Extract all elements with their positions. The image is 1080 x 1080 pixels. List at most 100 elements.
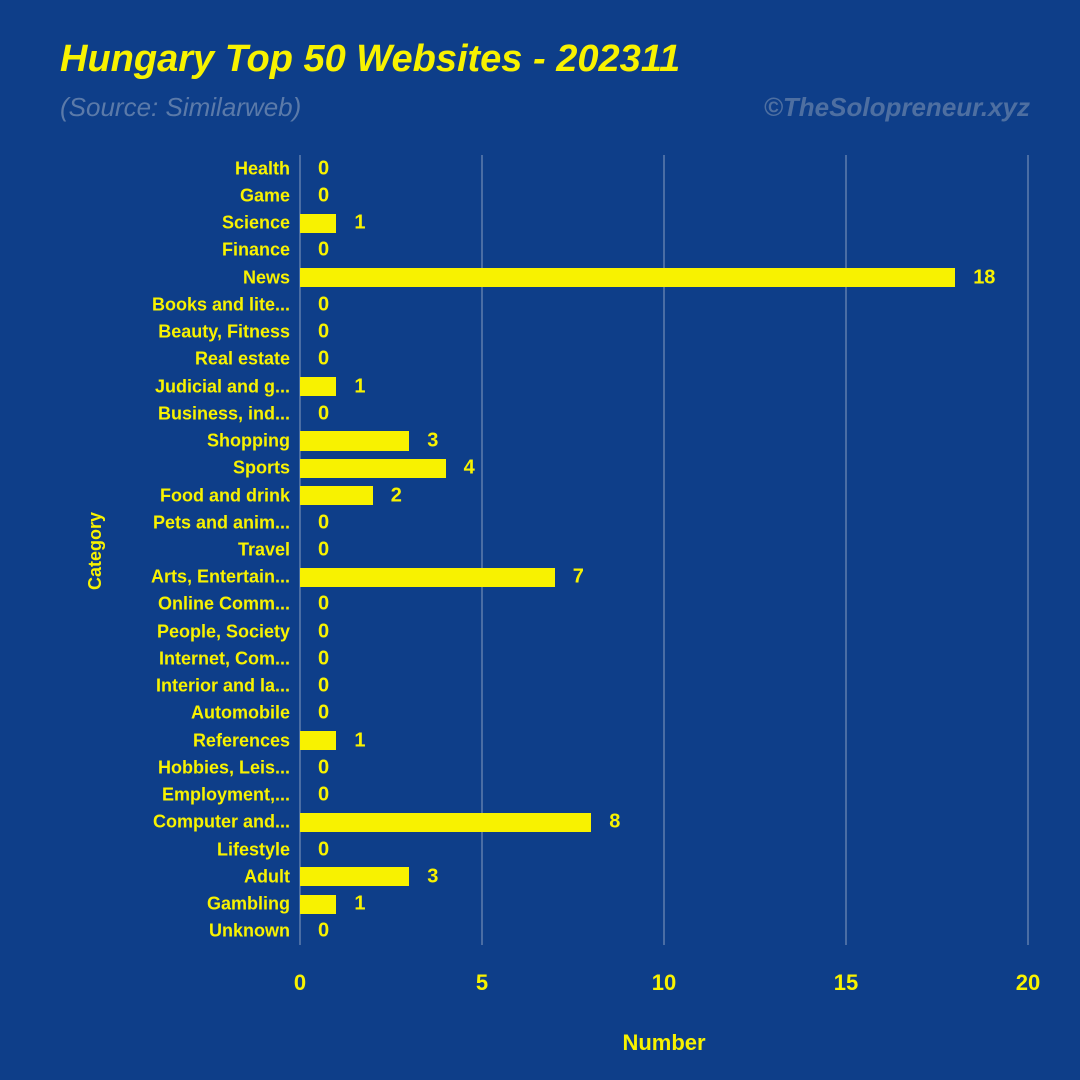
- x-tick-label: 10: [652, 970, 676, 996]
- category-row: Lifestyle0: [300, 836, 1028, 863]
- category-row: Arts, Entertain...7: [300, 564, 1028, 591]
- category-row: Finance0: [300, 237, 1028, 264]
- category-label: Business, ind...: [158, 403, 300, 424]
- category-label: Health: [235, 158, 300, 179]
- value-label: 0: [318, 675, 329, 698]
- category-row: Online Comm...0: [300, 591, 1028, 618]
- category-row: Beauty, Fitness0: [300, 318, 1028, 345]
- category-row: Travel0: [300, 536, 1028, 563]
- bar: [300, 377, 336, 396]
- value-label: 0: [318, 647, 329, 670]
- bar: [300, 268, 955, 287]
- bar: [300, 731, 336, 750]
- category-label: Books and lite...: [152, 294, 300, 315]
- category-row: Food and drink2: [300, 482, 1028, 509]
- category-label: Pets and anim...: [153, 512, 300, 533]
- y-axis-label: Category: [85, 512, 106, 590]
- category-label: Real estate: [195, 349, 300, 370]
- category-row: Shopping3: [300, 427, 1028, 454]
- value-label: 8: [609, 811, 620, 834]
- category-label: Finance: [222, 240, 300, 261]
- value-label: 3: [427, 865, 438, 888]
- value-label: 0: [318, 593, 329, 616]
- category-row: Automobile0: [300, 700, 1028, 727]
- category-row: Interior and la...0: [300, 673, 1028, 700]
- value-label: 0: [318, 348, 329, 371]
- category-row: Pets and anim...0: [300, 509, 1028, 536]
- value-label: 7: [573, 566, 584, 589]
- category-label: Travel: [238, 539, 300, 560]
- category-label: Unknown: [209, 921, 300, 942]
- category-row: Internet, Com...0: [300, 645, 1028, 672]
- x-tick-label: 5: [476, 970, 488, 996]
- category-label: Sports: [233, 458, 300, 479]
- x-tick-label: 15: [834, 970, 858, 996]
- plot-area: 05101520Health0Game0Science1Finance0News…: [300, 155, 1028, 945]
- x-tick-label: 0: [294, 970, 306, 996]
- value-label: 0: [318, 184, 329, 207]
- category-label: References: [193, 730, 300, 751]
- category-label: Hobbies, Leis...: [158, 757, 300, 778]
- category-row: Adult3: [300, 863, 1028, 890]
- chart-credit: ©TheSolopreneur.xyz: [764, 92, 1030, 123]
- category-row: Computer and...8: [300, 809, 1028, 836]
- bar: [300, 459, 446, 478]
- value-label: 2: [391, 484, 402, 507]
- value-label: 1: [354, 729, 365, 752]
- category-label: Internet, Com...: [159, 648, 300, 669]
- x-axis-label: Number: [622, 1030, 705, 1056]
- category-row: Gambling1: [300, 891, 1028, 918]
- chart-title: Hungary Top 50 Websites - 202311: [60, 38, 680, 81]
- value-label: 0: [318, 920, 329, 943]
- value-label: 0: [318, 511, 329, 534]
- bar: [300, 214, 336, 233]
- category-label: Adult: [244, 866, 300, 887]
- category-label: Gambling: [207, 894, 300, 915]
- bar: [300, 813, 591, 832]
- bar: [300, 867, 409, 886]
- category-row: News18: [300, 264, 1028, 291]
- category-row: Judicial and g...1: [300, 373, 1028, 400]
- category-label: Arts, Entertain...: [151, 567, 300, 588]
- chart-page: Hungary Top 50 Websites - 202311 (Source…: [0, 0, 1080, 1080]
- bar: [300, 895, 336, 914]
- x-tick-label: 20: [1016, 970, 1040, 996]
- category-label: Shopping: [207, 431, 300, 452]
- category-row: Books and lite...0: [300, 291, 1028, 318]
- category-label: Beauty, Fitness: [158, 322, 300, 343]
- category-label: Science: [222, 213, 300, 234]
- chart-subtitle: (Source: Similarweb): [60, 92, 301, 123]
- value-label: 0: [318, 538, 329, 561]
- value-label: 0: [318, 402, 329, 425]
- value-label: 0: [318, 784, 329, 807]
- category-row: People, Society0: [300, 618, 1028, 645]
- value-label: 1: [354, 212, 365, 235]
- category-label: Automobile: [191, 703, 300, 724]
- category-row: Unknown0: [300, 918, 1028, 945]
- bar: [300, 431, 409, 450]
- category-row: Sports4: [300, 455, 1028, 482]
- value-label: 0: [318, 702, 329, 725]
- value-label: 0: [318, 321, 329, 344]
- value-label: 0: [318, 157, 329, 180]
- category-label: Computer and...: [153, 812, 300, 833]
- category-row: Hobbies, Leis...0: [300, 754, 1028, 781]
- category-row: Real estate0: [300, 346, 1028, 373]
- category-label: Food and drink: [160, 485, 300, 506]
- value-label: 0: [318, 756, 329, 779]
- category-label: News: [243, 267, 300, 288]
- category-label: Online Comm...: [158, 594, 300, 615]
- category-row: References1: [300, 727, 1028, 754]
- bar: [300, 486, 373, 505]
- category-label: Game: [240, 185, 300, 206]
- value-label: 0: [318, 239, 329, 262]
- value-label: 4: [464, 457, 475, 480]
- category-row: Game0: [300, 182, 1028, 209]
- bar: [300, 568, 555, 587]
- category-label: People, Society: [157, 621, 300, 642]
- value-label: 1: [354, 375, 365, 398]
- value-label: 0: [318, 293, 329, 316]
- value-label: 1: [354, 893, 365, 916]
- value-label: 0: [318, 620, 329, 643]
- category-row: Employment,...0: [300, 782, 1028, 809]
